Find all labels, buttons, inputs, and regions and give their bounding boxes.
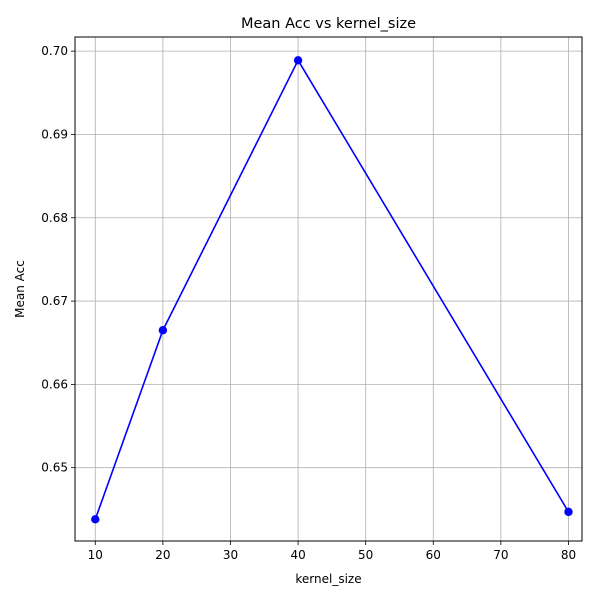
x-tick-label: 80 [561, 548, 576, 562]
data-point [293, 56, 303, 65]
chart-title: Mean Acc vs kernel_size [241, 16, 416, 32]
data-point [91, 515, 100, 524]
x-tick-label: 20 [155, 548, 170, 562]
y-axis-label: Mean Acc [13, 260, 27, 318]
x-tick-label: 50 [358, 548, 373, 562]
x-axis-ticks: 10 20 30 40 50 60 70 80 [88, 541, 576, 562]
series-line [94, 58, 570, 520]
y-tick-label: 0.67 [41, 294, 68, 308]
x-axis-label: kernel_size [295, 572, 361, 586]
y-tick-label: 0.65 [41, 461, 68, 475]
x-tick-label: 70 [493, 548, 508, 562]
series-layer [91, 56, 573, 524]
x-tick-label: 10 [88, 548, 103, 562]
x-tick-label: 40 [290, 548, 305, 562]
axes-background [75, 37, 582, 541]
y-axis-ticks: 0.65 0.66 0.67 0.68 0.69 0.70 [41, 44, 75, 475]
y-tick-label: 0.66 [41, 377, 68, 391]
plot-area: 10 20 30 40 50 60 70 80 0.65 0.66 0.67 0.68 0.69 0.7… [41, 36, 583, 562]
y-tick-label: 0.69 [41, 127, 68, 141]
data-point [564, 507, 573, 517]
grid [75, 37, 582, 541]
x-tick-label: 60 [426, 548, 441, 562]
x-tick-label: 30 [223, 548, 238, 562]
y-tick-label: 0.70 [41, 44, 68, 58]
y-tick-label: 0.68 [41, 211, 68, 225]
axes-frame [74, 36, 583, 542]
data-point [158, 326, 168, 335]
